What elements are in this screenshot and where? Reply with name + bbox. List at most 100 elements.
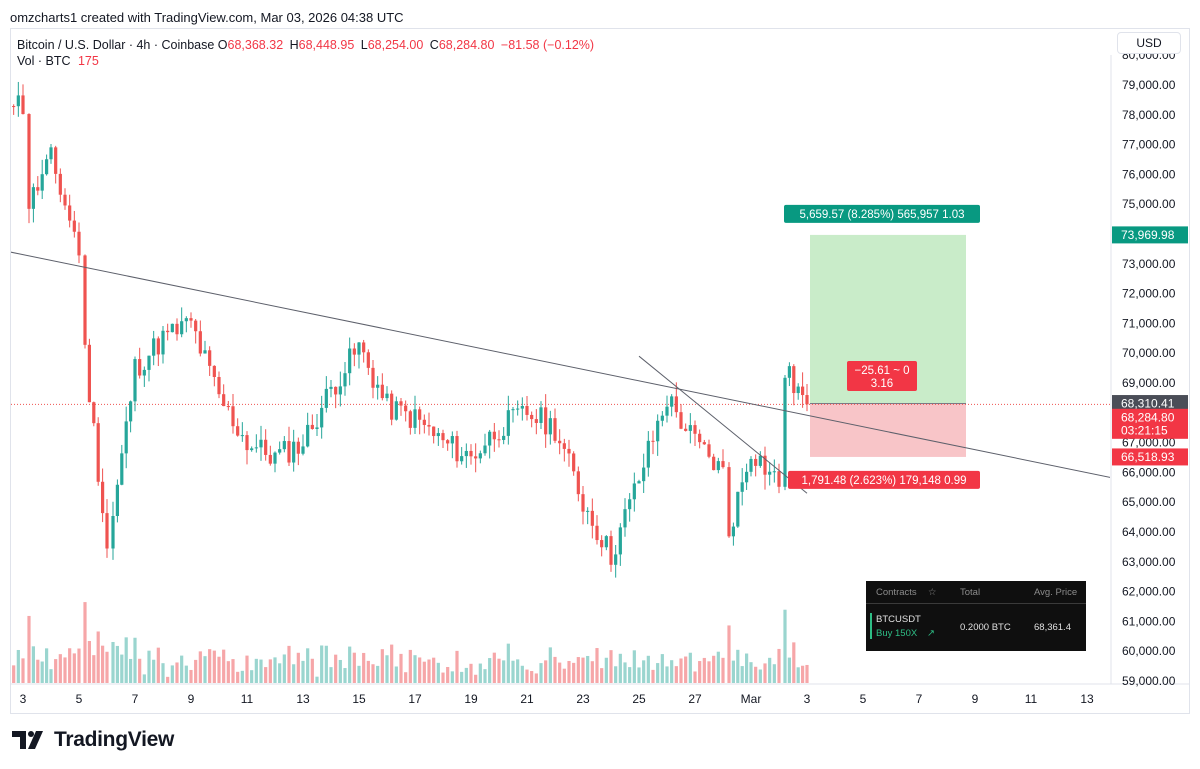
- candle-body: [92, 402, 96, 424]
- candle-body: [679, 412, 683, 429]
- volume-bar: [488, 658, 492, 683]
- candle-body: [595, 525, 599, 541]
- candle-body: [87, 344, 91, 403]
- volume-bar: [506, 643, 510, 683]
- price-tick-label: 75,000.00: [1122, 197, 1176, 211]
- volume-bar: [296, 652, 300, 683]
- volume-bar: [656, 663, 660, 683]
- time-tick-label: 27: [688, 692, 702, 706]
- volume-bar: [399, 653, 403, 683]
- volume-bar: [483, 669, 487, 683]
- volume-bar: [287, 645, 291, 683]
- volume-bar: [544, 660, 548, 683]
- candle-body: [768, 471, 772, 475]
- position-symbol[interactable]: BTCUSDT: [876, 614, 921, 625]
- target-box: [784, 204, 980, 223]
- volume-bar: [198, 651, 202, 683]
- candle-body: [632, 483, 636, 500]
- candle-body: [502, 435, 506, 440]
- last-price-label: 68,284.80: [1121, 410, 1175, 424]
- volume-bar: [740, 666, 744, 683]
- candle-body: [315, 427, 319, 429]
- candle-body: [474, 456, 478, 459]
- avg-price-header: Avg. Price: [1034, 587, 1078, 598]
- high-value: 68,448.95: [298, 38, 355, 52]
- candle-body: [36, 187, 40, 191]
- volume-bar: [189, 669, 193, 683]
- time-axis: 3 5 7 9 11 13 15 17 19 21 23 25 27 Mar 3 5 7 9 11 13: [20, 692, 1094, 706]
- time-tick-label: 13: [296, 692, 310, 706]
- pin-icon[interactable]: ☆: [928, 587, 937, 598]
- candle-body: [58, 173, 62, 195]
- candle-body: [441, 433, 445, 441]
- volume-bar: [651, 669, 655, 683]
- candle-body: [63, 194, 67, 206]
- volume-bar: [21, 658, 25, 683]
- volume-bar: [534, 673, 538, 683]
- candle-body: [450, 436, 454, 444]
- candle-body: [320, 407, 324, 428]
- candle-body: [49, 147, 53, 160]
- candle-body: [702, 442, 706, 445]
- price-tick-label: 73,000.00: [1122, 257, 1176, 271]
- external-link-icon[interactable]: ↗: [927, 628, 935, 639]
- loss-zone: [810, 403, 966, 457]
- candle-body: [497, 439, 501, 441]
- candle-body: [292, 441, 296, 463]
- candle-body: [156, 338, 160, 355]
- price-tick-label: 70,000.00: [1122, 346, 1176, 360]
- volume-bar: [147, 650, 151, 683]
- volume-bar: [548, 647, 552, 683]
- volume-bar: [553, 656, 557, 683]
- entry-price-tag: [1112, 395, 1188, 413]
- target-price-tag-label: 73,969.98: [1121, 228, 1175, 242]
- volume-bar: [240, 670, 244, 683]
- volume-bar: [329, 667, 333, 683]
- candle-body: [665, 406, 669, 416]
- candle-body: [651, 440, 655, 442]
- currency-button[interactable]: USD: [1117, 32, 1181, 54]
- tradingview-logo[interactable]: TradingView: [12, 728, 174, 752]
- candle-body: [124, 421, 128, 454]
- volume-bar: [152, 659, 156, 683]
- candle-body: [111, 516, 115, 549]
- positions-panel[interactable]: Contracts ☆ Total Avg. Price BTCUSDT Buy…: [866, 581, 1086, 651]
- candle-body: [787, 366, 791, 378]
- candle-body: [101, 481, 105, 514]
- volume-bar: [745, 653, 749, 683]
- candle-body: [455, 436, 459, 462]
- volume-bar: [63, 657, 67, 683]
- time-tick-label: 21: [520, 692, 534, 706]
- volume-bar: [77, 648, 81, 683]
- volume-bar: [7, 656, 10, 684]
- candle-body: [264, 439, 268, 455]
- candle-body: [488, 431, 492, 446]
- volume-bar: [156, 647, 160, 683]
- position-avg-price: 68,361.4: [1034, 622, 1071, 633]
- volume-bar: [72, 653, 76, 683]
- entry-price-tag-label: 68,310.41: [1121, 397, 1175, 411]
- candle-body: [250, 448, 254, 451]
- candle-body: [684, 428, 688, 431]
- volume-bar: [226, 661, 230, 683]
- volume-bar: [576, 657, 580, 683]
- candle-body: [558, 440, 562, 444]
- volume-bar: [236, 671, 240, 683]
- candle-body: [581, 494, 585, 512]
- volume-bar: [376, 665, 380, 683]
- price-tick-label: 62,000.00: [1122, 585, 1176, 599]
- candle-body: [166, 330, 170, 333]
- volume-bar: [385, 655, 389, 683]
- candle-body: [105, 513, 109, 549]
- volume-bar: [637, 667, 641, 683]
- volume-bar: [96, 631, 100, 683]
- candle-body: [792, 366, 796, 394]
- candle-body: [362, 342, 366, 353]
- candle-body: [189, 318, 193, 321]
- candle-body: [31, 187, 35, 209]
- volume-bar: [315, 676, 319, 683]
- price-tick-label: 59,000.00: [1122, 674, 1176, 688]
- candle-body: [287, 441, 291, 463]
- candle-body: [618, 527, 622, 555]
